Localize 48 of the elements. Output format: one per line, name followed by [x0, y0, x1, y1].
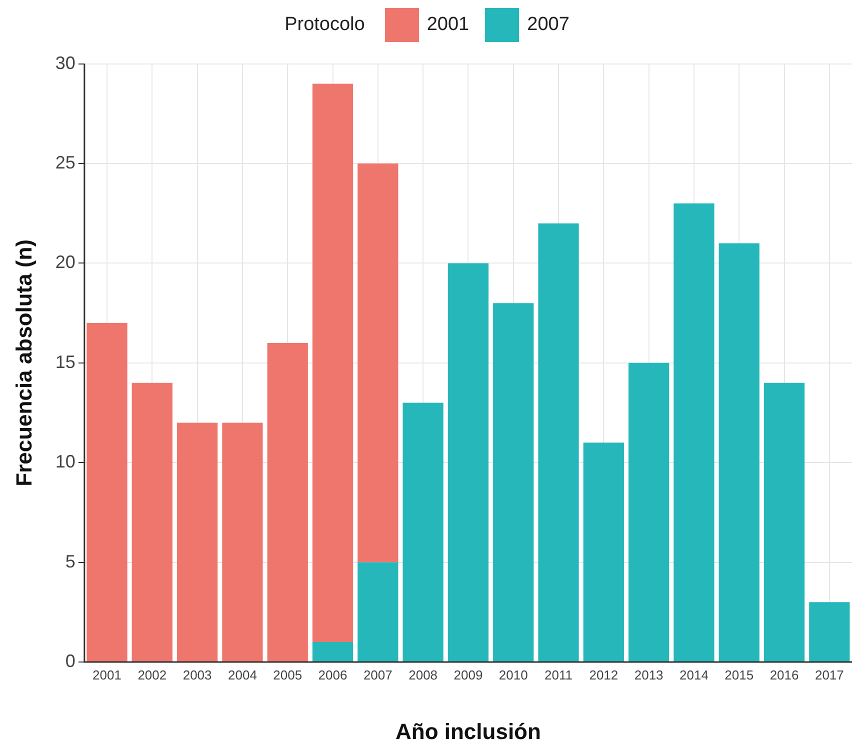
bar: [448, 263, 489, 662]
bar: [764, 382, 805, 662]
x-tick-label: 2010: [498, 667, 528, 682]
y-tick-label: 25: [55, 152, 76, 172]
x-tick-label: 2003: [182, 667, 212, 682]
x-tick-label: 2001: [92, 667, 122, 682]
y-tick-label: 0: [65, 650, 76, 671]
bar: [674, 203, 714, 662]
bar: [176, 422, 218, 662]
bar: [86, 323, 128, 662]
x-tick-label: 2004: [228, 667, 257, 682]
x-tick-label: 2002: [138, 667, 167, 682]
x-axis-title: Año inclusión: [395, 718, 541, 744]
x-tick-label: 2007: [363, 667, 392, 682]
bar: [493, 303, 534, 662]
bar: [583, 442, 624, 662]
bar: [132, 382, 172, 662]
y-tick-label: 10: [55, 452, 76, 472]
y-tick-label: 15: [55, 352, 76, 372]
x-tick-label: 2017: [814, 667, 844, 682]
bar: [358, 562, 398, 662]
x-tick-label: 2008: [408, 667, 438, 682]
legend-title: Protocolo: [284, 14, 365, 36]
x-tick-label: 2005: [273, 667, 302, 682]
y-tick-label: 5: [65, 551, 76, 572]
x-tick-label: 2006: [318, 667, 348, 682]
bar: [267, 342, 308, 662]
x-tick-label: 2009: [454, 667, 483, 682]
bar: [402, 402, 444, 662]
x-tick-label: 2012: [589, 667, 618, 682]
y-tick-label: 20: [55, 252, 76, 272]
bar: [312, 642, 354, 662]
bar: [538, 223, 579, 662]
y-tick-label: 30: [55, 52, 76, 73]
bar: [312, 84, 354, 642]
y-axis-title: Frecuencia absoluta (n): [11, 239, 36, 486]
legend-label: 2007: [527, 14, 570, 36]
x-tick-label: 2011: [544, 667, 572, 682]
bar: [628, 362, 670, 662]
bar: [718, 243, 760, 662]
bar: [809, 602, 850, 662]
bar: [358, 164, 398, 562]
legend-label: 2001: [426, 14, 470, 36]
x-tick-label: 2015: [724, 667, 754, 682]
x-tick-label: 2014: [680, 667, 708, 682]
x-tick-label: 2013: [634, 667, 664, 682]
bar: [222, 422, 263, 662]
x-tick-label: 2016: [770, 667, 799, 682]
